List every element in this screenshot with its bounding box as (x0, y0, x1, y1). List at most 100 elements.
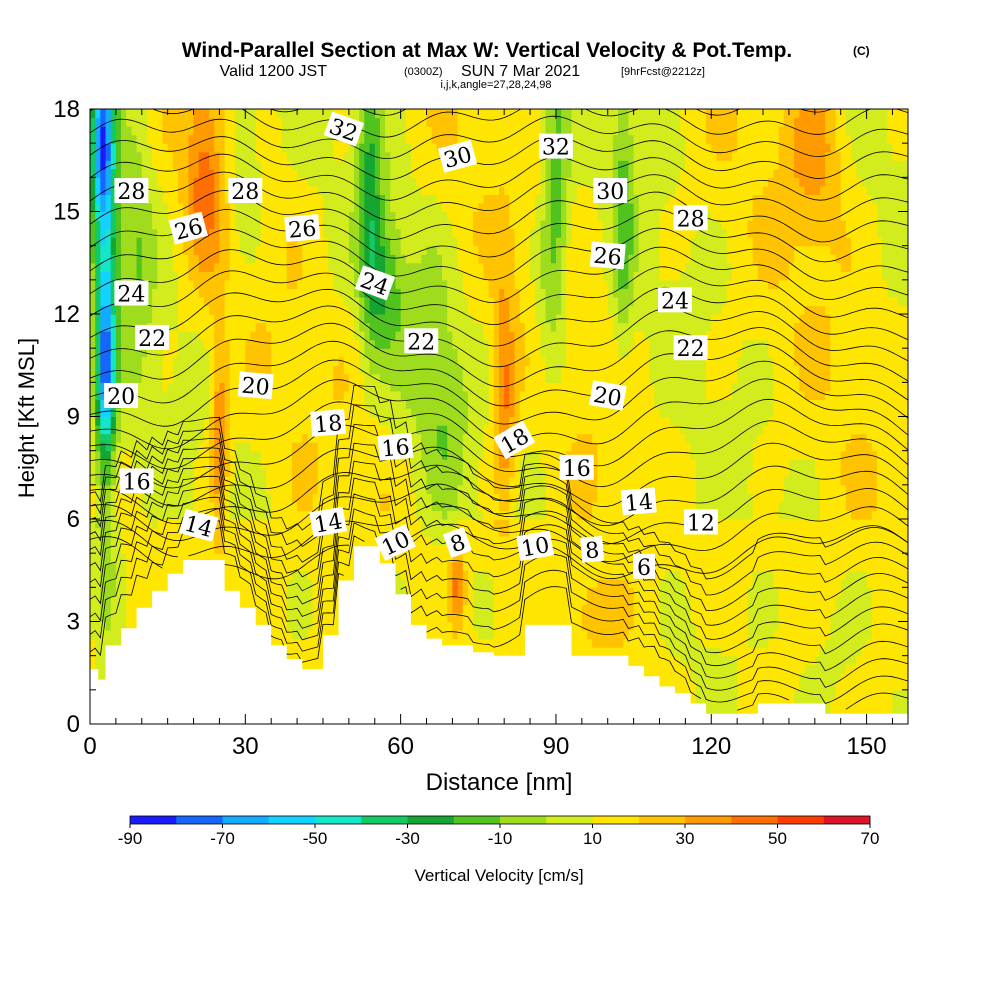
velocity-cell (291, 314, 298, 324)
velocity-cell (183, 331, 189, 341)
velocity-cell (172, 510, 179, 520)
velocity-cell (229, 228, 236, 238)
velocity-cell (328, 185, 334, 196)
velocity-cell (286, 262, 293, 272)
velocity-cell (229, 322, 236, 332)
velocity-cell (379, 228, 386, 238)
velocity-cell (131, 587, 138, 597)
velocity-cell (426, 117, 433, 127)
velocity-cell (229, 527, 236, 537)
velocity-cell (390, 356, 397, 366)
velocity-cell (115, 527, 122, 537)
velocity-cell (307, 160, 314, 170)
velocity-cell (442, 553, 448, 563)
velocity-cell (364, 322, 371, 332)
velocity-cell (136, 407, 143, 418)
velocity-cell (167, 356, 174, 366)
velocity-cell (240, 476, 246, 486)
velocity-cell (374, 117, 381, 127)
velocity-cell (203, 356, 210, 366)
velocity-cell (255, 202, 262, 213)
velocity-cell (245, 510, 252, 520)
velocity-cell (214, 484, 221, 494)
velocity-cell (188, 134, 195, 144)
velocity-cell (219, 484, 226, 494)
velocity-cell (322, 621, 329, 631)
velocity-cell (307, 322, 314, 332)
velocity-cell (162, 245, 169, 255)
velocity-cell (209, 228, 215, 238)
velocity-cell (385, 296, 391, 307)
velocity-cell (286, 578, 293, 588)
velocity-cell (302, 331, 309, 341)
velocity-cell (110, 296, 117, 307)
velocity-cell (271, 194, 277, 204)
velocity-cell (250, 510, 257, 520)
velocity-cell (224, 553, 231, 563)
velocity-cell (167, 459, 174, 469)
velocity-cell (95, 254, 101, 264)
velocity-cell (302, 510, 309, 520)
velocity-cell (421, 578, 428, 588)
velocity-cell (436, 433, 443, 443)
velocity-cell (115, 587, 122, 597)
velocity-cell (229, 356, 236, 366)
velocity-cell (374, 305, 381, 315)
velocity-cell (276, 570, 283, 580)
velocity-cell (115, 433, 122, 443)
velocity-cell (136, 245, 143, 255)
velocity-cell (141, 365, 148, 375)
velocity-cell (281, 305, 288, 315)
velocity-cell (214, 476, 221, 486)
velocity-cell (354, 220, 360, 230)
velocity-cell (240, 134, 246, 144)
velocity-cell (188, 425, 195, 435)
velocity-cell (141, 220, 148, 230)
velocity-cell (183, 467, 189, 477)
velocity-cell (312, 450, 319, 460)
velocity-cell (379, 305, 386, 315)
velocity-cell (307, 279, 314, 289)
velocity-cell (312, 493, 319, 503)
velocity-cell (281, 365, 288, 375)
velocity-cell (162, 168, 169, 178)
velocity-cell (307, 194, 314, 204)
velocity-cell (385, 177, 391, 187)
velocity-cell (421, 262, 428, 272)
velocity-cell (95, 177, 101, 187)
velocity-cell (359, 510, 365, 520)
velocity-cell (203, 245, 210, 255)
velocity-cell (436, 467, 443, 477)
velocity-cell (105, 185, 112, 196)
velocity-cell (172, 134, 179, 144)
velocity-cell (359, 109, 365, 119)
velocity-cell (328, 373, 334, 383)
velocity-cell (291, 117, 298, 127)
velocity-cell (348, 296, 355, 307)
velocity-cell (400, 484, 407, 494)
velocity-cell (302, 664, 309, 674)
velocity-cell (110, 612, 117, 623)
velocity-cell (426, 296, 433, 307)
velocity-cell (110, 621, 117, 631)
velocity-cell (219, 356, 226, 366)
velocity-cell (110, 314, 117, 324)
velocity-cell (146, 459, 153, 469)
velocity-cell (167, 442, 174, 452)
velocity-cell (136, 271, 143, 281)
velocity-cell (198, 356, 205, 366)
velocity-cell (281, 134, 288, 144)
velocity-cell (410, 450, 417, 460)
velocity-cell (369, 527, 376, 537)
velocity-cell (131, 126, 138, 136)
velocity-cell (426, 202, 433, 213)
velocity-cell (322, 314, 329, 324)
velocity-cell (193, 245, 200, 255)
velocity-cell (110, 194, 117, 204)
velocity-cell (390, 459, 397, 469)
velocity-cell (121, 365, 127, 375)
velocity-cell (234, 296, 241, 307)
velocity-cell (126, 331, 133, 341)
velocity-cell (359, 450, 365, 460)
velocity-cell (260, 433, 267, 443)
